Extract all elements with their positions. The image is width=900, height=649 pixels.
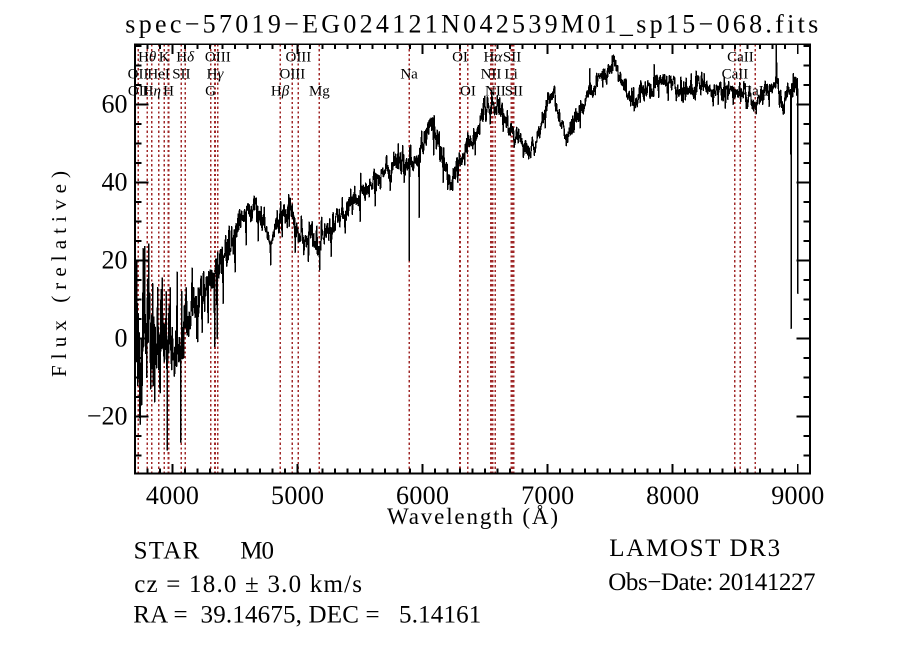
svg-text:9000: 9000 xyxy=(771,481,824,510)
svg-text:SII: SII xyxy=(505,84,523,100)
svg-text:7000: 7000 xyxy=(521,481,574,510)
svg-text:Wavelength (Å): Wavelength (Å) xyxy=(387,504,558,529)
svg-text:Hβ: Hβ xyxy=(271,84,290,100)
svg-text:Na: Na xyxy=(400,67,418,83)
svg-text:RA = 39.14675, DEC = 5.1416: RA = 39.14675, DEC = 5.14161 xyxy=(133,602,481,629)
svg-text:OIII: OIII xyxy=(205,50,231,66)
svg-text:K: K xyxy=(159,50,170,66)
svg-text:SII: SII xyxy=(503,50,521,66)
svg-text:Obs−Date: 20141227: Obs−Date: 20141227 xyxy=(608,569,815,596)
svg-text:Hδ: Hδ xyxy=(176,50,195,66)
svg-text:Flux (relative): Flux (relative) xyxy=(47,171,71,377)
svg-text:Mg: Mg xyxy=(309,84,330,100)
svg-text:OIII: OIII xyxy=(279,67,305,83)
svg-text:0: 0 xyxy=(115,324,128,353)
svg-text:Hθ: Hθ xyxy=(138,50,157,66)
svg-text:OII: OII xyxy=(128,84,149,100)
svg-text:LAMOST DR3: LAMOST DR3 xyxy=(609,535,780,562)
svg-text:8000: 8000 xyxy=(646,481,699,510)
svg-text:6000: 6000 xyxy=(396,481,449,510)
svg-text:cz = 18.0 ± 3.0 km/s: cz = 18.0 ± 3.0 km/s xyxy=(134,571,362,598)
svg-text:CaII: CaII xyxy=(727,50,754,66)
svg-text:NII: NII xyxy=(481,67,502,83)
svg-text:OIII: OIII xyxy=(285,50,311,66)
svg-text:20: 20 xyxy=(102,246,128,275)
svg-text:spec−57019−EG024121N042539M01_: spec−57019−EG024121N042539M01_sp15−068.f… xyxy=(125,10,818,39)
svg-text:CaII: CaII xyxy=(722,67,749,83)
svg-text:H: H xyxy=(163,84,174,100)
svg-text:60: 60 xyxy=(102,90,128,119)
svg-text:NII: NII xyxy=(485,84,506,100)
svg-text:Hα: Hα xyxy=(484,50,504,66)
svg-text:OI: OI xyxy=(460,84,476,100)
svg-text:−20: −20 xyxy=(87,402,128,431)
svg-text:CaII: CaII xyxy=(742,84,769,100)
svg-text:Hη: Hη xyxy=(143,84,161,100)
svg-text:G: G xyxy=(205,84,216,100)
svg-text:Li: Li xyxy=(504,67,517,83)
svg-text:OII: OII xyxy=(128,67,149,83)
svg-text:4000: 4000 xyxy=(146,481,199,510)
svg-text:40: 40 xyxy=(102,168,128,197)
svg-text:5000: 5000 xyxy=(271,481,324,510)
svg-text:OI: OI xyxy=(452,50,468,66)
svg-text:Hγ: Hγ xyxy=(207,67,225,83)
svg-text:M0: M0 xyxy=(240,538,274,565)
svg-text:SII: SII xyxy=(172,67,190,83)
svg-text:STAR: STAR xyxy=(134,538,200,565)
svg-text:HeI: HeI xyxy=(147,67,170,83)
